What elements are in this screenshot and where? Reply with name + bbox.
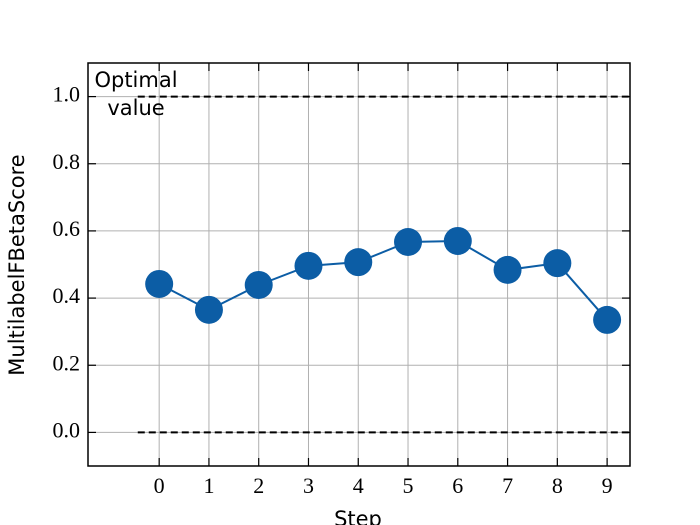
- x-axis-label: Step: [334, 507, 382, 525]
- x-tick-label: 1: [203, 473, 214, 498]
- x-tick-label: 8: [552, 473, 563, 498]
- point: [443, 226, 472, 255]
- x-tick-label: 2: [253, 473, 264, 498]
- point: [493, 255, 522, 284]
- series-line: [158, 239, 608, 321]
- y-tick-label: 0.4: [53, 283, 81, 308]
- plot-frame: [87, 62, 631, 467]
- x-tick-label: 0: [154, 473, 165, 498]
- point: [593, 305, 622, 334]
- point: [543, 249, 572, 278]
- x-tick-label: 3: [303, 473, 314, 498]
- annotation: Optimal: [94, 68, 177, 92]
- y-tick-label: 0.2: [53, 350, 81, 375]
- y-tick-label: 0.0: [53, 417, 81, 442]
- point: [244, 270, 273, 299]
- x-tick-label: 4: [353, 473, 364, 498]
- point: [394, 227, 423, 256]
- x-tick-label: 6: [452, 473, 463, 498]
- point: [344, 248, 373, 277]
- x-tick-label: 5: [403, 473, 414, 498]
- annotation: value: [107, 96, 164, 120]
- x-tick-label: 9: [602, 473, 613, 498]
- point: [294, 251, 323, 280]
- y-tick-label: 0.6: [53, 216, 81, 241]
- point: [194, 295, 223, 324]
- y-tick-label: 0.8: [53, 149, 81, 174]
- y-axis-label: MultilabelFBetaScore: [5, 154, 29, 375]
- x-tick-label: 7: [502, 473, 513, 498]
- point: [145, 269, 174, 298]
- y-tick-label: 1.0: [53, 82, 81, 107]
